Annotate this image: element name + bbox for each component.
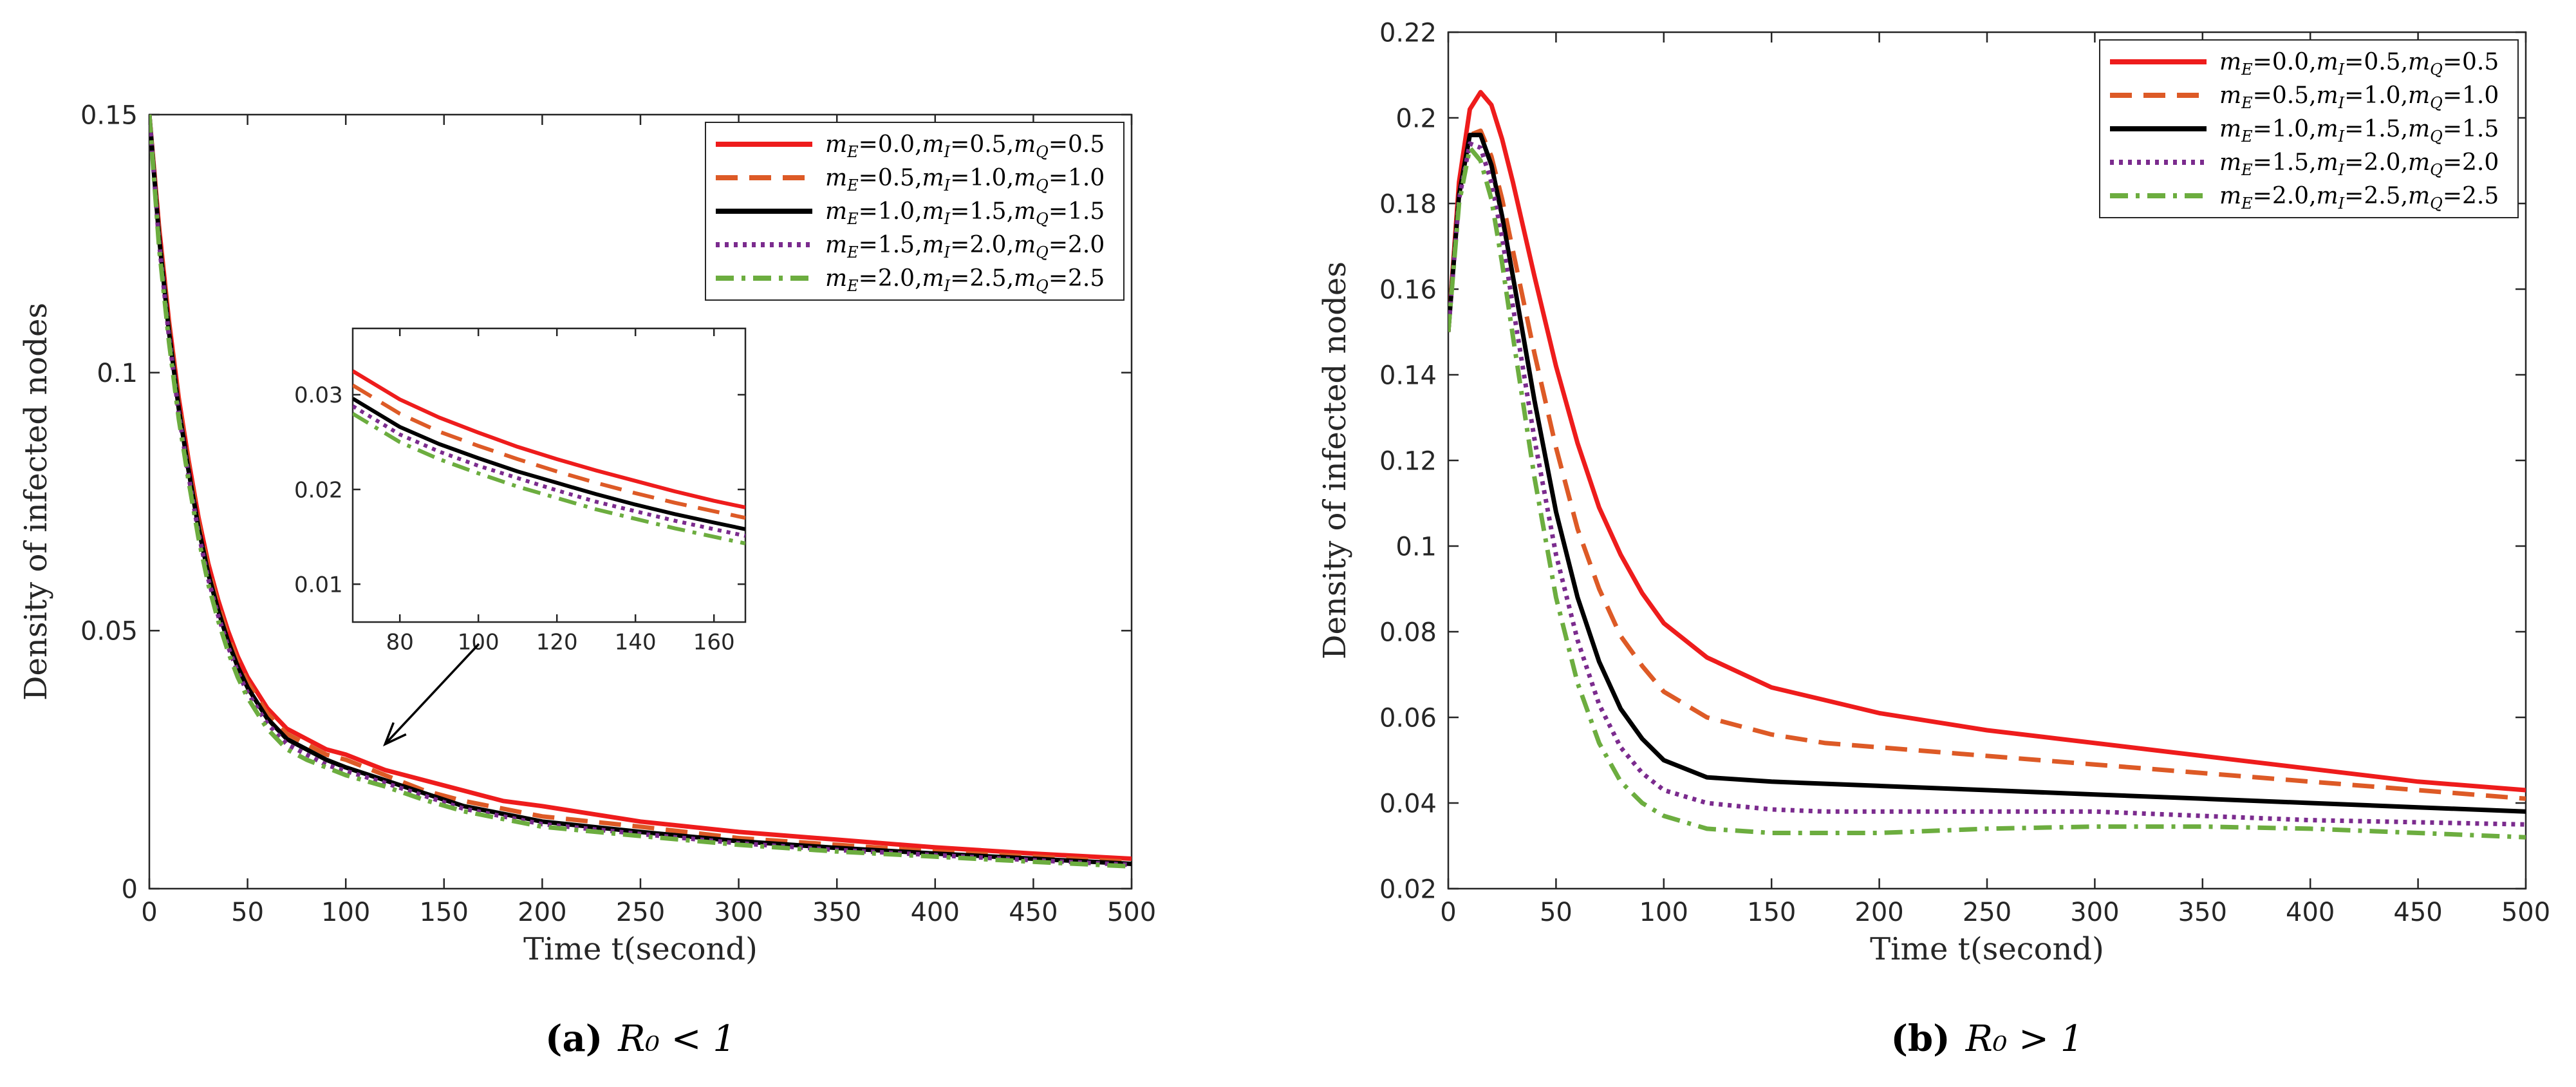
chart-b-x-tick-label: 150 [1747,898,1796,927]
chart-b-caption: (b) R₀ > 1 [1891,1017,2084,1060]
chart-b-x-tick-label: 0 [1440,898,1456,927]
chart-a-inset-y-tick-label: 0.01 [294,572,343,598]
chart-b-x-tick-label: 50 [1540,898,1573,927]
chart-a-y-axis-label: Density of infected nodes [18,303,54,701]
chart-a-inset-x-tick-label: 140 [615,630,657,656]
chart-a-inset-x-tick-label: 100 [458,630,499,656]
chart-b-x-tick-label: 350 [2178,898,2227,927]
chart-a-x-tick-label: 400 [911,898,960,927]
chart-b-x-tick-label: 450 [2393,898,2442,927]
chart-a-y-tick-label: 0.15 [80,100,138,130]
chart-a-inset-series-line [353,411,745,545]
chart-b-legend-label: mE=0.0,mI=0.5,mQ=0.5 [2219,49,2499,79]
chart-a-x-tick-label: 50 [231,898,264,927]
chart-a-inset-arrow-head [383,722,407,747]
chart-a-x-tick-label: 100 [321,898,370,927]
chart-b-y-tick-label: 0.1 [1395,532,1437,562]
chart-b-series-line [1448,90,2526,793]
chart-b-x-tick-label: 300 [2070,898,2119,927]
chart-b-y-tick-label: 0.18 [1379,189,1437,219]
chart-a-y-tick-label: 0.05 [80,617,138,647]
chart-a-inset: 80 100 120 140 160 0.01 0.02 0.03 [294,327,747,656]
chart-b-legend-label: mE=2.0,mI=2.5,mQ=2.5 [2219,183,2499,213]
chart-a-legend-label: mE=0.0,mI=0.5,mQ=0.5 [825,131,1105,161]
chart-a-x-tick-label: 450 [1009,898,1058,927]
chart-a-inset-plot-area [351,327,747,623]
chart-a-x-axis-label: Time t(second) [523,931,758,967]
chart-b-y-tick-label: 0.04 [1379,789,1437,818]
chart-a: 0 50 100 150 200 250 300 350 400 450 500 0 0.05 0.1 0.… [18,100,1156,1060]
chart-b-series-line [1448,128,2526,801]
chart-a-y-tick-label: 0.1 [97,359,138,388]
chart-a-x-tick-label: 250 [616,898,665,927]
chart-a-inset-x-tick-label: 80 [386,630,414,656]
chart-b-x-tick-label: 500 [2501,898,2550,927]
chart-b-y-tick-label: 0.06 [1379,703,1437,733]
chart-b-y-tick-label: 0.02 [1379,874,1437,904]
chart-b-series-line [1448,146,2526,840]
chart-b-y-tick-label: 0.2 [1395,104,1437,133]
chart-a-x-tick-label: 350 [812,898,861,927]
chart-a-inset-series-line [353,369,745,509]
chart-a-y-tick-label: 0 [122,874,138,904]
chart-a-legend-label: mE=0.5,mI=1.0,mQ=1.0 [825,165,1105,194]
chart-b-series-line [1448,133,2526,814]
chart-b-legend-label: mE=1.0,mI=1.5,mQ=1.5 [2219,116,2499,146]
chart-b-legend-label: mE=0.5,mI=1.0,mQ=1.0 [2219,82,2499,112]
chart-b: 0 50 100 150 200 250 300 350 400 450 500 0.02 0.04 0.… [1317,18,2550,1060]
chart-b-x-axis-label: Time t(second) [1870,931,2104,967]
chart-b-y-tick-label: 0.14 [1379,361,1437,390]
chart-b-y-tick-label: 0.22 [1379,18,1437,48]
chart-a-inset-y-tick-label: 0.03 [294,383,343,408]
chart-b-y-tick-label: 0.12 [1379,446,1437,476]
chart-a-inset-y-tick-label: 0.02 [294,477,343,503]
chart-a-legend-label: mE=2.0,mI=2.5,mQ=2.5 [825,265,1105,295]
chart-b-y-tick-label: 0.16 [1379,275,1437,305]
chart-a-legend-label: mE=1.0,mI=1.5,mQ=1.5 [825,198,1105,228]
chart-a-inset-x-tick-label: 120 [536,630,578,656]
chart-a-inset-series-line [353,404,745,538]
chart-a-x-tick-label: 0 [141,898,157,927]
chart-a-legend-label: mE=1.5,mI=2.0,mQ=2.0 [825,232,1105,261]
chart-b-legend-label: mE=1.5,mI=2.0,mQ=2.0 [2219,149,2499,179]
chart-a-inset-x-tick-label: 160 [693,630,735,656]
chart-a-inset-series-line [353,397,745,531]
chart-a-inset-arrow [384,643,480,745]
chart-a-x-tick-label: 500 [1107,898,1156,927]
chart-a-series-line [149,115,1132,869]
chart-b-x-tick-label: 100 [1639,898,1688,927]
chart-a-x-tick-label: 200 [518,898,566,927]
chart-b-x-tick-label: 400 [2286,898,2335,927]
chart-a-series-line [149,115,1132,867]
chart-a-caption: (a) R₀ < 1 [545,1017,736,1060]
chart-b-x-tick-label: 200 [1854,898,1903,927]
chart-b-x-tick-label: 250 [1963,898,2011,927]
chart-b-y-tick-label: 0.08 [1379,618,1437,647]
chart-b-y-axis-label: Density of infected nodes [1317,261,1353,659]
chart-a-x-tick-label: 300 [714,898,763,927]
chart-a-x-tick-label: 150 [420,898,469,927]
chart-a-inset-series-line [353,383,745,520]
